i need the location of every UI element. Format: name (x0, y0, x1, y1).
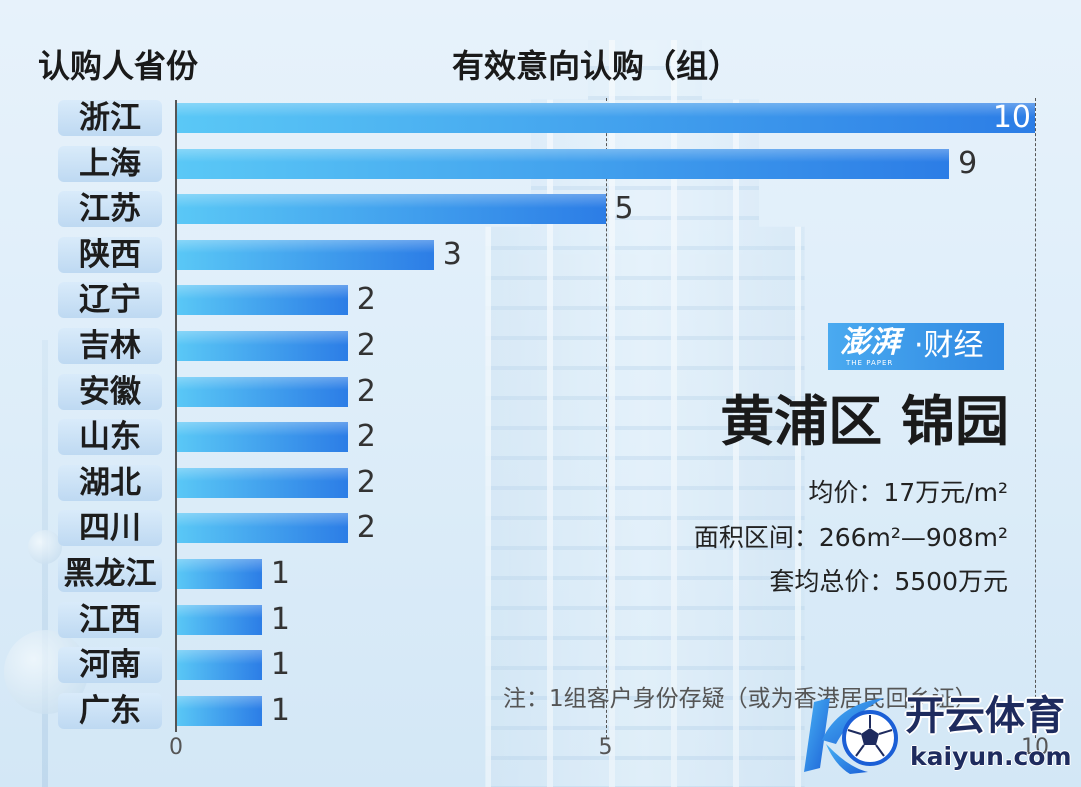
province-label: 河南 (58, 647, 162, 684)
province-label: 上海 (58, 145, 162, 182)
bar (176, 513, 348, 544)
bar (176, 376, 348, 407)
value-label: 2 (356, 373, 376, 409)
province-label: 广东 (58, 692, 162, 729)
province-label: 江西 (58, 601, 162, 638)
value-label: 2 (356, 510, 376, 546)
value-label: 2 (356, 419, 376, 455)
value-label: 1 (270, 692, 290, 728)
value-header: 有效意向认购（组） (452, 47, 741, 85)
bar (176, 331, 348, 361)
footnote: 注：1组客户身份存疑（或为香港居民回乡证） (503, 686, 978, 712)
bar (176, 604, 262, 635)
province-label: 四川 (58, 510, 162, 547)
bar (176, 239, 434, 270)
bar (176, 148, 950, 179)
value-label: 1 (270, 647, 290, 683)
brand-section: ·财经 (914, 328, 984, 363)
bar (176, 695, 262, 726)
province-label: 吉林 (58, 328, 162, 364)
x-tick-label: 0 (169, 735, 183, 760)
province-label: 江苏 (58, 191, 162, 228)
x-tick-label: 5 (598, 735, 613, 760)
watermark: 开云体育 kaiyun.com (792, 688, 1072, 780)
bar (176, 103, 1035, 133)
value-label: 2 (356, 282, 376, 318)
value-label: 3 (442, 236, 462, 272)
province-label: 山东 (58, 419, 162, 456)
soccer-ball-logo-icon (804, 698, 898, 774)
bar (176, 467, 348, 498)
value-label: 1 (270, 601, 290, 637)
gridline (1035, 98, 1036, 738)
bar (176, 559, 262, 589)
province-label: 黑龙江 (58, 556, 162, 592)
value-label: 2 (356, 464, 376, 500)
province-label: 安徽 (58, 373, 162, 410)
category-header: 认购人省份 (38, 47, 199, 85)
stat-average-price: 均价：17万元/m² (808, 478, 1008, 507)
bar (176, 422, 348, 453)
province-label: 浙江 (58, 100, 162, 136)
province-label: 辽宁 (58, 282, 162, 319)
stat-total-price: 套均总价：5500万元 (769, 567, 1008, 596)
province-label: 陕西 (58, 236, 162, 273)
province-label: 湖北 (58, 464, 162, 501)
y-axis-line (175, 100, 177, 732)
bar (176, 194, 606, 225)
value-label: 5 (614, 191, 634, 227)
watermark-domain: kaiyun.com (910, 742, 1072, 771)
gridline (605, 98, 607, 738)
project-title: 黄浦区 锦园 (720, 390, 1009, 453)
watermark-name: 开云体育 (905, 693, 1065, 739)
value-label: 9 (958, 145, 978, 181)
brand-name: 澎湃 (840, 325, 900, 360)
value-label: 10 (992, 100, 1031, 135)
brand-logo: 澎湃 THE PAPER ·财经 (828, 323, 1004, 370)
value-label: 1 (270, 556, 290, 591)
bar (176, 285, 348, 316)
value-label: 2 (356, 328, 376, 363)
bar (176, 650, 262, 681)
brand-tagline: THE PAPER (846, 359, 894, 367)
stat-area-range: 面积区间：266m²—908m² (693, 523, 1008, 552)
x-tick-label: 10 (1021, 735, 1049, 760)
